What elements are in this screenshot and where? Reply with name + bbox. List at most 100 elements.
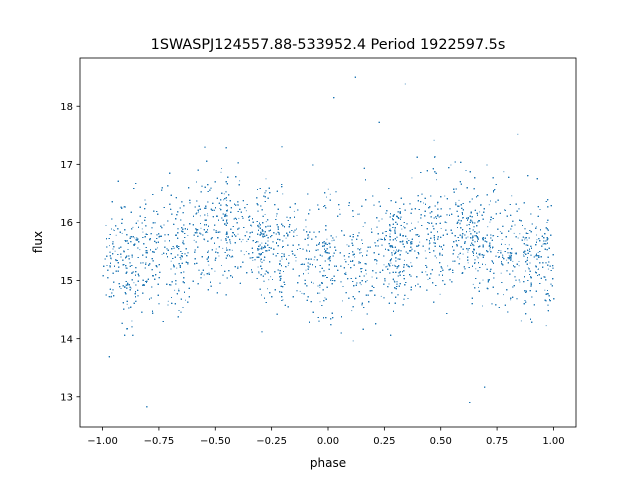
data-point	[339, 208, 341, 210]
data-point	[389, 233, 391, 235]
data-point	[467, 251, 469, 253]
data-point	[469, 230, 471, 232]
data-point	[410, 262, 412, 264]
data-point	[265, 178, 267, 180]
chart-title: 1SWASPJ124557.88-533952.4 Period 1922597…	[151, 37, 506, 53]
data-point	[428, 243, 430, 245]
data-point	[230, 243, 232, 245]
data-point	[282, 299, 284, 301]
data-point	[132, 226, 134, 228]
data-point	[226, 199, 228, 201]
data-point	[237, 205, 239, 206]
data-point	[545, 325, 547, 327]
data-point	[500, 250, 502, 252]
data-point	[378, 238, 380, 240]
data-point	[439, 293, 441, 295]
data-point	[504, 244, 506, 245]
data-point	[307, 272, 309, 274]
data-point	[281, 258, 283, 260]
data-point	[227, 236, 229, 238]
data-point	[208, 264, 210, 266]
data-point	[360, 252, 362, 253]
data-point	[525, 270, 526, 272]
data-point	[345, 271, 347, 273]
data-point	[326, 238, 328, 240]
data-point	[411, 177, 413, 179]
data-point	[479, 211, 481, 213]
data-point	[504, 209, 506, 210]
data-point	[139, 249, 141, 251]
data-point	[359, 213, 360, 215]
data-point	[512, 260, 514, 262]
data-point	[105, 225, 107, 226]
data-point	[222, 247, 224, 249]
data-point	[526, 239, 528, 241]
data-point	[437, 203, 439, 205]
data-point	[440, 228, 442, 229]
data-point	[447, 265, 449, 267]
data-point	[227, 249, 229, 251]
data-point	[293, 210, 295, 212]
data-point	[258, 272, 260, 274]
data-point	[366, 280, 368, 281]
data-point	[115, 234, 117, 236]
data-point	[401, 228, 403, 230]
data-point	[462, 253, 464, 255]
data-point	[331, 240, 333, 242]
data-point	[305, 226, 307, 228]
data-point	[524, 239, 526, 241]
data-point	[479, 252, 481, 254]
data-point	[524, 252, 525, 254]
data-point	[161, 253, 163, 255]
data-point	[299, 290, 301, 292]
data-point	[133, 282, 135, 284]
data-point	[427, 279, 429, 280]
data-point	[510, 299, 512, 301]
data-point	[109, 245, 110, 247]
data-point	[352, 340, 354, 342]
data-point	[225, 213, 227, 215]
data-point	[245, 251, 247, 252]
data-point	[547, 268, 549, 270]
data-point	[475, 268, 477, 270]
data-point	[173, 264, 174, 266]
data-point	[308, 236, 310, 238]
data-point	[513, 232, 515, 234]
data-point	[488, 204, 490, 206]
data-point	[501, 239, 503, 240]
data-point	[225, 221, 227, 223]
data-point	[285, 237, 287, 239]
data-point	[335, 236, 337, 238]
data-point	[261, 254, 262, 256]
data-point	[362, 226, 364, 227]
data-point	[520, 320, 522, 322]
data-point	[528, 250, 530, 252]
data-point	[446, 222, 448, 224]
data-point	[511, 195, 513, 197]
data-point	[523, 254, 524, 256]
data-point	[295, 260, 297, 262]
data-point	[404, 259, 405, 261]
data-point	[223, 199, 224, 201]
data-point	[444, 195, 446, 197]
data-point	[219, 208, 221, 209]
data-point	[296, 235, 298, 236]
data-point	[178, 288, 180, 290]
data-point	[156, 266, 158, 268]
data-point	[433, 139, 435, 141]
data-point	[389, 235, 390, 237]
data-point	[344, 259, 346, 260]
data-point	[287, 264, 289, 266]
data-point	[404, 83, 406, 85]
data-point	[346, 244, 348, 246]
data-point	[220, 171, 222, 173]
data-point	[221, 265, 222, 266]
data-point	[221, 168, 222, 169]
data-point	[226, 236, 227, 238]
data-point	[114, 250, 116, 252]
data-point	[185, 299, 186, 301]
data-point	[503, 171, 505, 173]
data-point	[478, 287, 479, 288]
data-point	[502, 254, 504, 256]
data-point	[390, 262, 392, 264]
